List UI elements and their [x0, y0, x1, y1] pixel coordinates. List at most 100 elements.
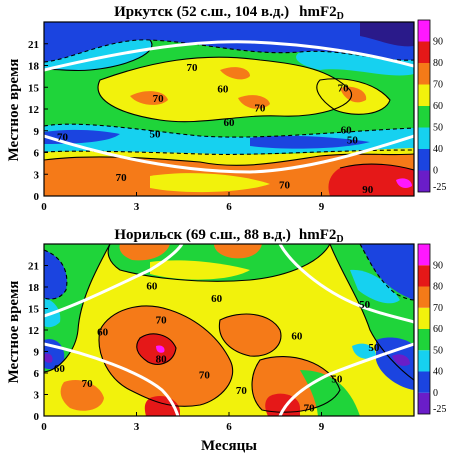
colorbar-tick-label: 60 — [433, 324, 443, 335]
colorbar-swatch — [418, 286, 430, 308]
contour-label: 70 — [279, 179, 291, 191]
contour-label: 70 — [199, 369, 211, 381]
panel-2-region-blue-right — [360, 244, 414, 300]
panel-1-region-orange-right — [340, 86, 367, 103]
x-tick-label: 0 — [41, 421, 47, 433]
colorbar-tick-label: 90 — [433, 260, 443, 271]
contour-label: 90 — [362, 184, 374, 196]
y-tick-label: 12 — [28, 104, 40, 116]
y-tick-label: 3 — [34, 390, 40, 402]
panel-2-heatmap: 60 60 70 60 60 50 50 80 70 70 70 60 50 70 — [44, 244, 414, 416]
colorbar-2: -25 0 40 50 60 70 80 90 — [417, 243, 446, 415]
colorbar-swatch — [418, 392, 430, 414]
panel-1-region-orange-corner — [44, 170, 72, 184]
y-tick-label: 3 — [34, 169, 40, 181]
y-tick-label: 6 — [34, 148, 40, 160]
panel-1-ylabel: Местное время — [6, 59, 22, 162]
panel-2-region-cyan-right2 — [352, 343, 376, 359]
contour-label: 70 — [82, 378, 94, 390]
x-tick-label: 0 — [41, 201, 47, 213]
panel-1-region-orange-mid2 — [130, 91, 168, 105]
colorbar-tick-label: 90 — [433, 37, 443, 48]
contour-label: 60 — [217, 84, 229, 96]
x-tick-label: 6 — [226, 421, 232, 433]
panel-1-region-magenta-low — [396, 178, 412, 188]
colorbar-swatch — [418, 106, 430, 128]
contour-label: 70 — [156, 314, 168, 326]
panel-2-region-orange-topl — [119, 244, 170, 261]
panel-1-x-ticks: 0 3 6 9 — [41, 192, 325, 213]
panel-irkutsk: Иркутск (52 с.ш., 104 в.д.) hmF2D — [6, 4, 415, 213]
colorbar-swatch — [418, 84, 430, 106]
contour-label: 60 — [211, 293, 223, 305]
colorbar-swatch — [418, 20, 430, 42]
panel-2-y-ticks: 0 3 6 9 12 15 18 21 — [28, 261, 48, 423]
panel-1-region-orange-low — [44, 154, 414, 196]
contour-label: 60 — [341, 124, 353, 136]
x-tick-label: 9 — [319, 421, 325, 433]
panel-2-ylabel: Местное время — [6, 281, 22, 384]
contour-label: 70 — [57, 132, 69, 144]
colorbar-tick-label: 80 — [433, 58, 443, 69]
y-tick-label: 21 — [28, 39, 39, 51]
panel-2-region-purple-left — [44, 353, 53, 363]
panel-2-region-yellow-top — [150, 260, 250, 280]
panel-2-x-ticks: 0 3 6 9 — [41, 412, 325, 433]
panel-1-region-cyan-top2 — [296, 51, 414, 76]
contour-label: 70 — [153, 93, 165, 105]
panel-1-region-orange-mid3 — [238, 95, 270, 109]
colorbar-swatch — [418, 127, 430, 149]
y-tick-label: 12 — [28, 325, 40, 337]
panel-2-region-blue-left — [44, 250, 67, 300]
panel-2-contour-labels: 60 60 70 60 60 50 50 80 70 70 70 60 50 70 — [54, 281, 380, 415]
y-tick-label: 18 — [28, 61, 40, 73]
colorbar-tick-label: 40 — [433, 144, 443, 155]
colorbar-swatch — [418, 63, 430, 85]
colorbar-swatch — [418, 307, 430, 329]
y-tick-label: 15 — [28, 304, 40, 316]
panel-2-region-purple-right — [392, 354, 410, 366]
colorbar-frame — [417, 243, 431, 415]
colorbar-1: -25 0 40 50 60 70 80 90 — [417, 19, 446, 193]
y-tick-label: 6 — [34, 368, 40, 380]
x-tick-label: 3 — [134, 201, 140, 213]
contour-label: 70 — [254, 103, 266, 115]
contour-label: 70 — [304, 402, 316, 414]
contour-label: 60 — [291, 331, 303, 343]
colorbar-tick-label: 50 — [433, 345, 443, 356]
contour-label: 60 — [54, 363, 66, 375]
colorbar-tick-label: 50 — [433, 123, 443, 134]
y-tick-label: 0 — [34, 411, 40, 423]
colorbar-swatch — [418, 265, 430, 287]
contour-label: 50 — [368, 342, 380, 354]
panel-2-title: Норильск (69 с.ш., 88 в.д.) hmF2D — [114, 227, 343, 245]
panel-norilsk: Норильск (69 с.ш., 88 в.д.) hmF2D — [6, 227, 415, 454]
y-tick-label: 15 — [28, 82, 40, 94]
colorbar-swatch — [418, 329, 430, 351]
y-tick-label: 0 — [34, 191, 40, 203]
x-tick-label: 6 — [226, 201, 232, 213]
contour-label: 50 — [347, 134, 359, 146]
colorbar-swatch — [418, 41, 430, 63]
colorbar-swatch — [418, 170, 430, 192]
panel-1-region-dark-top — [360, 22, 414, 47]
contour-label: 70 — [187, 62, 199, 74]
panel-1-contours — [44, 39, 414, 171]
y-tick-label: 9 — [34, 126, 40, 138]
panel-1-terminator — [44, 40, 414, 174]
colorbar-tick-label: -25 — [433, 182, 446, 193]
x-tick-label: 3 — [134, 421, 140, 433]
y-tick-label: 21 — [28, 261, 39, 273]
panel-2-region-magenta-center — [156, 345, 165, 353]
contour-label: 60 — [224, 117, 236, 129]
colorbar-swatch — [418, 244, 430, 266]
contour-label: 80 — [156, 354, 168, 366]
colorbar-tick-label: 60 — [433, 101, 443, 112]
contour-label: 60 — [146, 281, 158, 293]
colorbar-tick-label: 70 — [433, 303, 443, 314]
panel-2-xlabel: Месяцы — [201, 438, 257, 454]
contour-label: 70 — [116, 172, 128, 184]
panel-1-title: Иркутск (52 с.ш., 104 в.д.) hmF2D — [114, 4, 344, 22]
